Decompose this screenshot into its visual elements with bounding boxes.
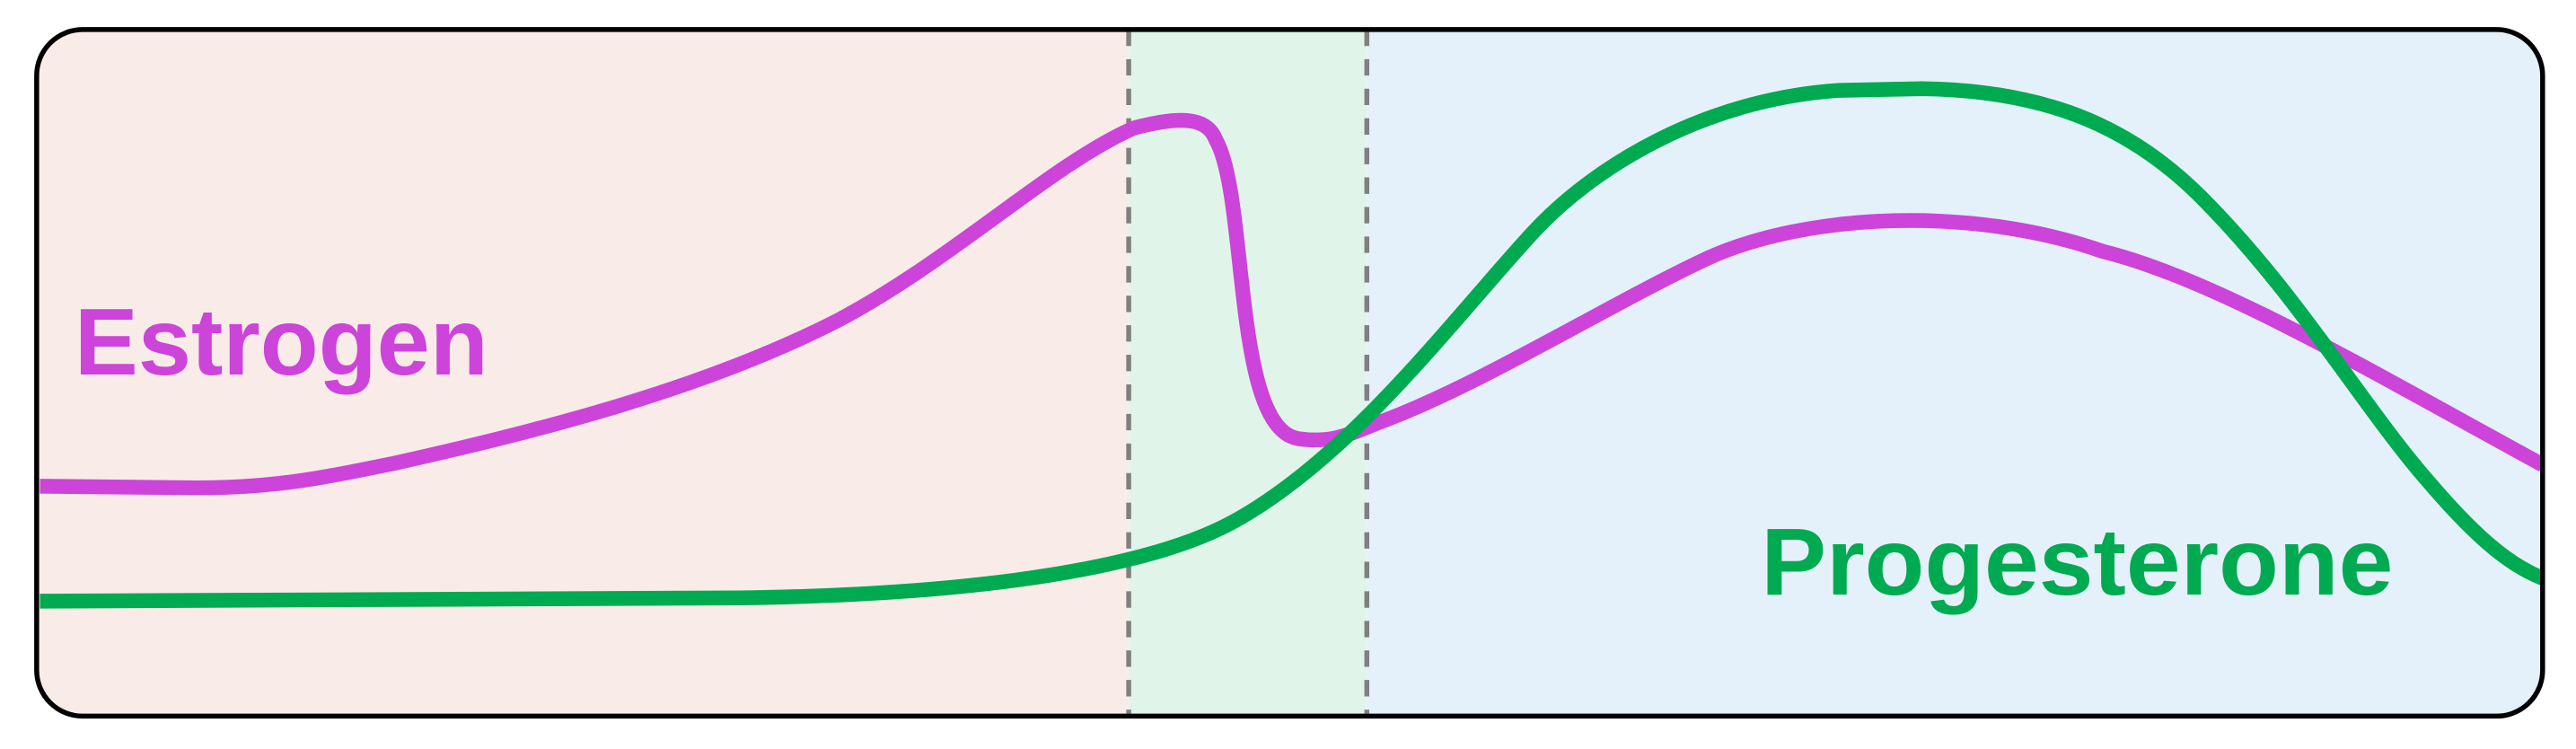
frame [34,27,2545,719]
estrogen-label: Estrogen [75,289,488,395]
progesterone-curve [40,81,2543,609]
ovulation-phase [1129,29,1367,717]
progesterone-label: Progesterone [1761,509,2393,615]
estrogen-curve [40,112,2543,496]
curves [40,81,2543,609]
